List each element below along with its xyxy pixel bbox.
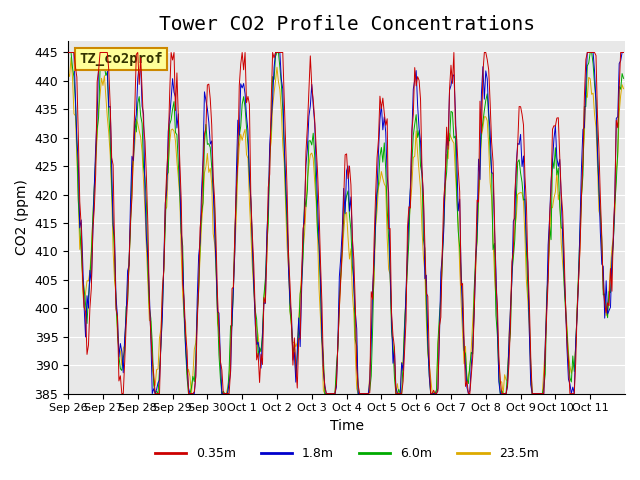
Text: TZ_co2prof: TZ_co2prof: [79, 52, 163, 66]
X-axis label: Time: Time: [330, 419, 364, 433]
Y-axis label: CO2 (ppm): CO2 (ppm): [15, 180, 29, 255]
Title: Tower CO2 Profile Concentrations: Tower CO2 Profile Concentrations: [159, 15, 534, 34]
Legend: 0.35m, 1.8m, 6.0m, 23.5m: 0.35m, 1.8m, 6.0m, 23.5m: [150, 442, 543, 465]
